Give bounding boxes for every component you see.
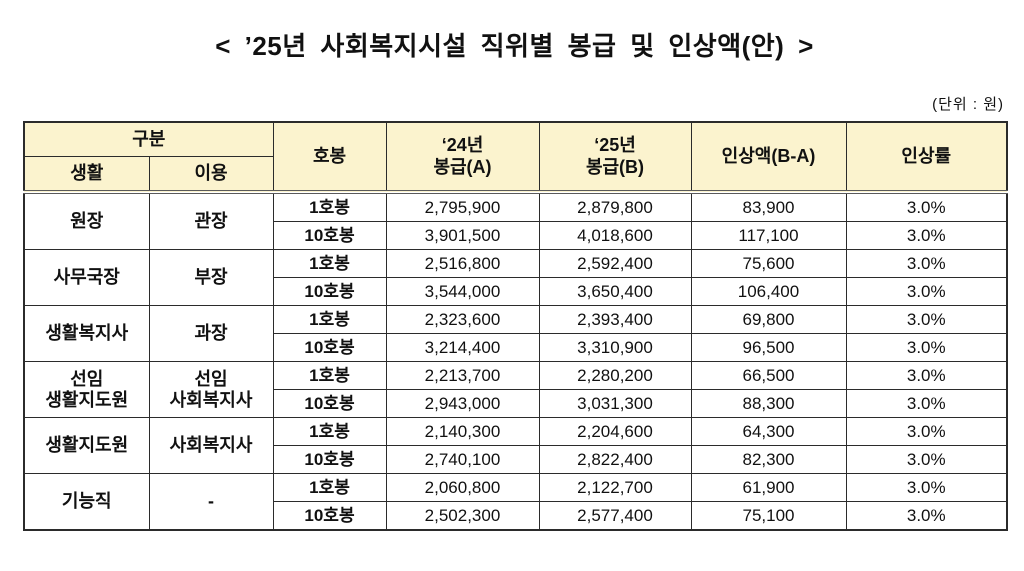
table-row: 10호봉 2,740,100 2,822,400 82,300 3.0% [24,445,1008,474]
cell-rate: 3.0% [845,361,1008,390]
cell-life-position: 원장 [23,191,150,250]
table-row: 사무국장 부장 1호봉 2,516,800 2,592,400 75,600 3… [23,249,1008,306]
cell-use-position: 선임 사회복지사 [148,361,274,418]
cell-grade: 10호봉 [272,501,387,531]
cell-salary-2024: 2,060,800 [385,473,540,502]
table-row: 10호봉 3,544,000 3,650,400 106,400 3.0% [24,277,1008,306]
cell-salary-2024: 2,213,700 [385,361,540,390]
cell-use-position: - [148,473,274,531]
header-row-1: 구분 호봉 ‘24년 봉급(A) ‘25년 봉급(B) 인상액(B-A) 인상률 [23,121,1008,194]
cell-rate: 3.0% [845,389,1008,418]
cell-use-position: 부장 [148,249,274,306]
cell-use-position: 관장 [148,191,274,250]
table-row: 10호봉 3,214,400 3,310,900 96,500 3.0% [24,333,1008,362]
cell-salary-2025: 4,018,600 [538,221,692,250]
cell-grade: 1호봉 [272,361,387,390]
col-header-rate: 인상률 [845,121,1008,194]
cell-salary-2024: 3,214,400 [385,333,540,362]
cell-life-position: 생활복지사 [23,305,150,362]
cell-life-position: 생활지도원 [23,417,150,474]
col-header-gubun: 구분 [23,121,274,157]
cell-grade: 10호봉 [272,389,387,418]
col-header-increase: 인상액(B-A) [690,121,847,194]
cell-grade: 10호봉 [272,221,387,250]
col-header-use: 이용 [148,156,274,194]
cell-salary-2025: 2,393,400 [538,305,692,334]
cell-grade: 10호봉 [272,445,387,474]
cell-salary-2025: 3,650,400 [538,277,692,306]
cell-grade: 1호봉 [272,417,387,446]
cell-increase: 96,500 [690,333,847,362]
cell-grade: 1호봉 [272,473,387,502]
header-row-2: 생활 이용 [23,156,1007,194]
cell-salary-2025: 2,577,400 [538,501,692,531]
cell-salary-2025: 2,280,200 [538,361,692,390]
cell-life-position: 사무국장 [23,249,150,306]
cell-rate: 3.0% [845,249,1008,278]
cell-grade: 1호봉 [272,305,387,334]
col-header-salary-2024: ‘24년 봉급(A) [385,121,540,194]
page: < ’25년 사회복지시설 직위별 봉급 및 인상액(안) > (단위 : 원)… [23,31,1008,531]
cell-salary-2024: 2,140,300 [385,417,540,446]
cell-grade: 10호봉 [272,333,387,362]
cell-rate: 3.0% [845,305,1008,334]
cell-salary-2024: 2,943,000 [385,389,540,418]
cell-increase: 106,400 [690,277,847,306]
col-header-grade: 호봉 [272,121,387,194]
cell-grade: 1호봉 [272,249,387,278]
cell-salary-2025: 2,822,400 [538,445,692,474]
col-header-salary-2025: ‘25년 봉급(B) [538,121,692,194]
cell-use-position: 사회복지사 [148,417,274,474]
col-header-life: 생활 [23,156,150,194]
cell-rate: 3.0% [845,191,1008,222]
cell-increase: 117,100 [690,221,847,250]
cell-increase: 83,900 [690,191,847,222]
cell-salary-2024: 2,323,600 [385,305,540,334]
table-row: 10호봉 2,502,300 2,577,400 75,100 3.0% [24,501,1008,531]
cell-salary-2024: 2,502,300 [385,501,540,531]
cell-rate: 3.0% [845,277,1008,306]
cell-salary-2025: 3,031,300 [538,389,692,418]
unit-note: (단위 : 원) [932,96,1004,113]
cell-increase: 75,100 [690,501,847,531]
cell-rate: 3.0% [845,333,1008,362]
cell-rate: 3.0% [845,221,1008,250]
table-row: 선임 생활지도원 선임 사회복지사 1호봉 2,213,700 2,280,20… [23,361,1008,418]
cell-salary-2025: 3,310,900 [538,333,692,362]
cell-increase: 69,800 [690,305,847,334]
cell-increase: 75,600 [690,249,847,278]
cell-increase: 82,300 [690,445,847,474]
page-title: < ’25년 사회복지시설 직위별 봉급 및 인상액(안) > [215,31,814,61]
cell-salary-2025: 2,879,800 [538,191,692,222]
cell-salary-2024: 2,740,100 [385,445,540,474]
table-row: 10호봉 3,901,500 4,018,600 117,100 3.0% [24,221,1008,250]
table-row: 10호봉 2,943,000 3,031,300 88,300 3.0% [24,389,1008,418]
cell-increase: 88,300 [690,389,847,418]
table-row: 생활복지사 과장 1호봉 2,323,600 2,393,400 69,800 … [23,305,1008,362]
cell-life-position: 기능직 [23,473,150,531]
cell-salary-2024: 2,795,900 [385,191,540,222]
cell-rate: 3.0% [845,473,1008,502]
table-row: 기능직 - 1호봉 2,060,800 2,122,700 61,900 3.0… [23,473,1008,531]
salary-table: 구분 호봉 ‘24년 봉급(A) ‘25년 봉급(B) 인상액(B-A) 인상률… [23,121,1008,531]
cell-salary-2025: 2,204,600 [538,417,692,446]
cell-increase: 66,500 [690,361,847,390]
cell-salary-2025: 2,122,700 [538,473,692,502]
cell-salary-2024: 3,901,500 [385,221,540,250]
cell-salary-2024: 3,544,000 [385,277,540,306]
cell-rate: 3.0% [845,445,1008,474]
cell-use-position: 과장 [148,305,274,362]
table-row: 생활지도원 사회복지사 1호봉 2,140,300 2,204,600 64,3… [23,417,1008,474]
cell-salary-2025: 2,592,400 [538,249,692,278]
cell-increase: 64,300 [690,417,847,446]
cell-rate: 3.0% [845,501,1008,531]
cell-rate: 3.0% [845,417,1008,446]
cell-salary-2024: 2,516,800 [385,249,540,278]
cell-grade: 1호봉 [272,191,387,222]
cell-grade: 10호봉 [272,277,387,306]
cell-increase: 61,900 [690,473,847,502]
cell-life-position: 선임 생활지도원 [23,361,150,418]
table-row: 원장 관장 1호봉 2,795,900 2,879,800 83,900 3.0… [23,191,1008,250]
